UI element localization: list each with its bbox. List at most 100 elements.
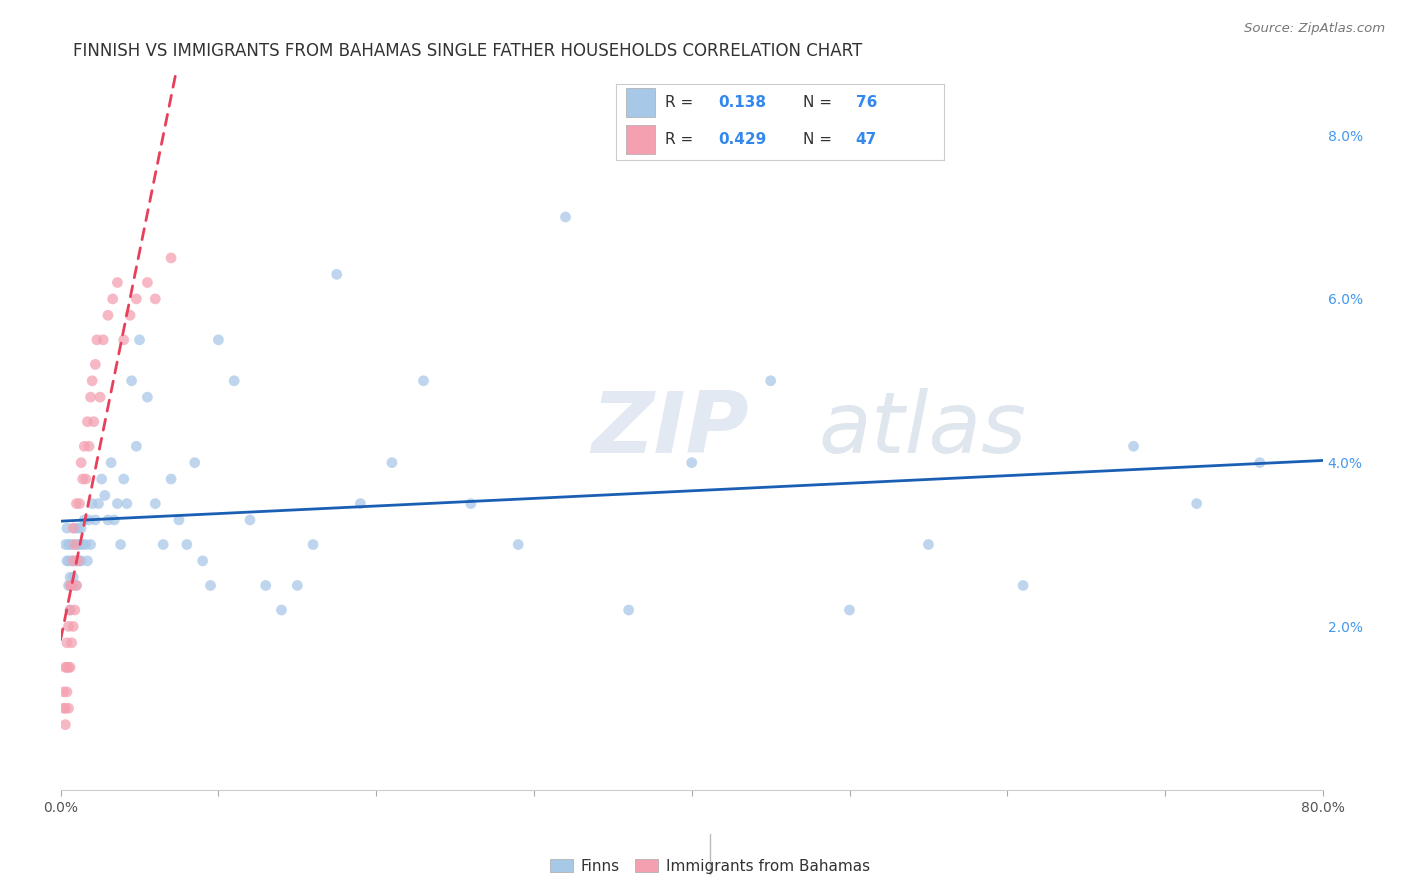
Point <box>56 521 79 535</box>
Point <box>200 578 222 592</box>
Point <box>838 603 860 617</box>
Point <box>508 537 530 551</box>
Point <box>115 497 138 511</box>
Point <box>59 578 82 592</box>
Point <box>184 456 207 470</box>
Point <box>207 333 229 347</box>
Point <box>86 333 108 347</box>
Point <box>107 497 129 511</box>
Text: FINNISH VS IMMIGRANTS FROM BAHAMAS SINGLE FATHER HOUSEHOLDS CORRELATION CHART: FINNISH VS IMMIGRANTS FROM BAHAMAS SINGL… <box>73 42 862 60</box>
Point <box>254 578 277 592</box>
Point <box>87 497 110 511</box>
Text: atlas: atlas <box>818 388 1026 471</box>
Point <box>59 570 82 584</box>
Point <box>239 513 262 527</box>
Point <box>118 308 141 322</box>
Point <box>160 472 183 486</box>
Point <box>1122 439 1144 453</box>
Point <box>97 513 120 527</box>
Point <box>84 513 107 527</box>
Point <box>56 554 79 568</box>
Point <box>128 333 150 347</box>
Point <box>1012 578 1035 592</box>
Point <box>59 603 82 617</box>
Point <box>302 537 325 551</box>
Point <box>681 456 703 470</box>
Point <box>58 578 80 592</box>
Point <box>125 439 148 453</box>
Point <box>110 537 132 551</box>
Point <box>72 537 94 551</box>
Point <box>554 210 576 224</box>
Point <box>349 497 371 511</box>
Point <box>82 497 104 511</box>
Point <box>83 415 105 429</box>
Point <box>62 521 84 535</box>
Point <box>100 456 122 470</box>
Point <box>89 390 111 404</box>
Text: Source: ZipAtlas.com: Source: ZipAtlas.com <box>1244 22 1385 36</box>
Point <box>58 701 80 715</box>
Point <box>152 537 174 551</box>
Point <box>75 472 97 486</box>
Point <box>224 374 246 388</box>
Point <box>59 537 82 551</box>
Point <box>917 537 939 551</box>
Point <box>60 578 83 592</box>
Point <box>72 472 94 486</box>
Point <box>58 660 80 674</box>
Point <box>56 636 79 650</box>
Legend: Finns, Immigrants from Bahamas: Finns, Immigrants from Bahamas <box>544 853 876 880</box>
Point <box>59 603 82 617</box>
Point <box>167 513 190 527</box>
Point <box>412 374 434 388</box>
Point <box>191 554 214 568</box>
Point <box>63 603 86 617</box>
Point <box>53 660 76 674</box>
Point <box>69 554 91 568</box>
Point <box>107 276 129 290</box>
Point <box>112 333 135 347</box>
Point <box>77 513 100 527</box>
Point <box>58 554 80 568</box>
Point <box>69 497 91 511</box>
Point <box>65 578 87 592</box>
Point <box>75 537 97 551</box>
Point <box>460 497 482 511</box>
Point <box>1185 497 1208 511</box>
Point <box>58 619 80 633</box>
Point <box>160 251 183 265</box>
Point <box>58 537 80 551</box>
Point <box>76 554 98 568</box>
Point <box>66 554 89 568</box>
Point <box>56 685 79 699</box>
Point <box>53 717 76 731</box>
Point <box>60 554 83 568</box>
Point <box>62 537 84 551</box>
Point <box>79 390 101 404</box>
Point <box>76 415 98 429</box>
Point <box>63 537 86 551</box>
Point <box>136 390 159 404</box>
Point <box>53 537 76 551</box>
Point <box>59 660 82 674</box>
Point <box>63 554 86 568</box>
Point <box>84 358 107 372</box>
Point <box>77 439 100 453</box>
Point <box>91 333 114 347</box>
Point <box>90 472 112 486</box>
Point <box>60 578 83 592</box>
Point <box>94 488 117 502</box>
Point <box>617 603 640 617</box>
Point <box>136 276 159 290</box>
Point <box>112 472 135 486</box>
Point <box>52 701 75 715</box>
Point <box>326 268 349 282</box>
Point <box>143 292 166 306</box>
Point <box>143 497 166 511</box>
Point <box>66 521 89 535</box>
Point <box>65 554 87 568</box>
Point <box>101 292 124 306</box>
Point <box>73 513 96 527</box>
Point <box>70 521 93 535</box>
